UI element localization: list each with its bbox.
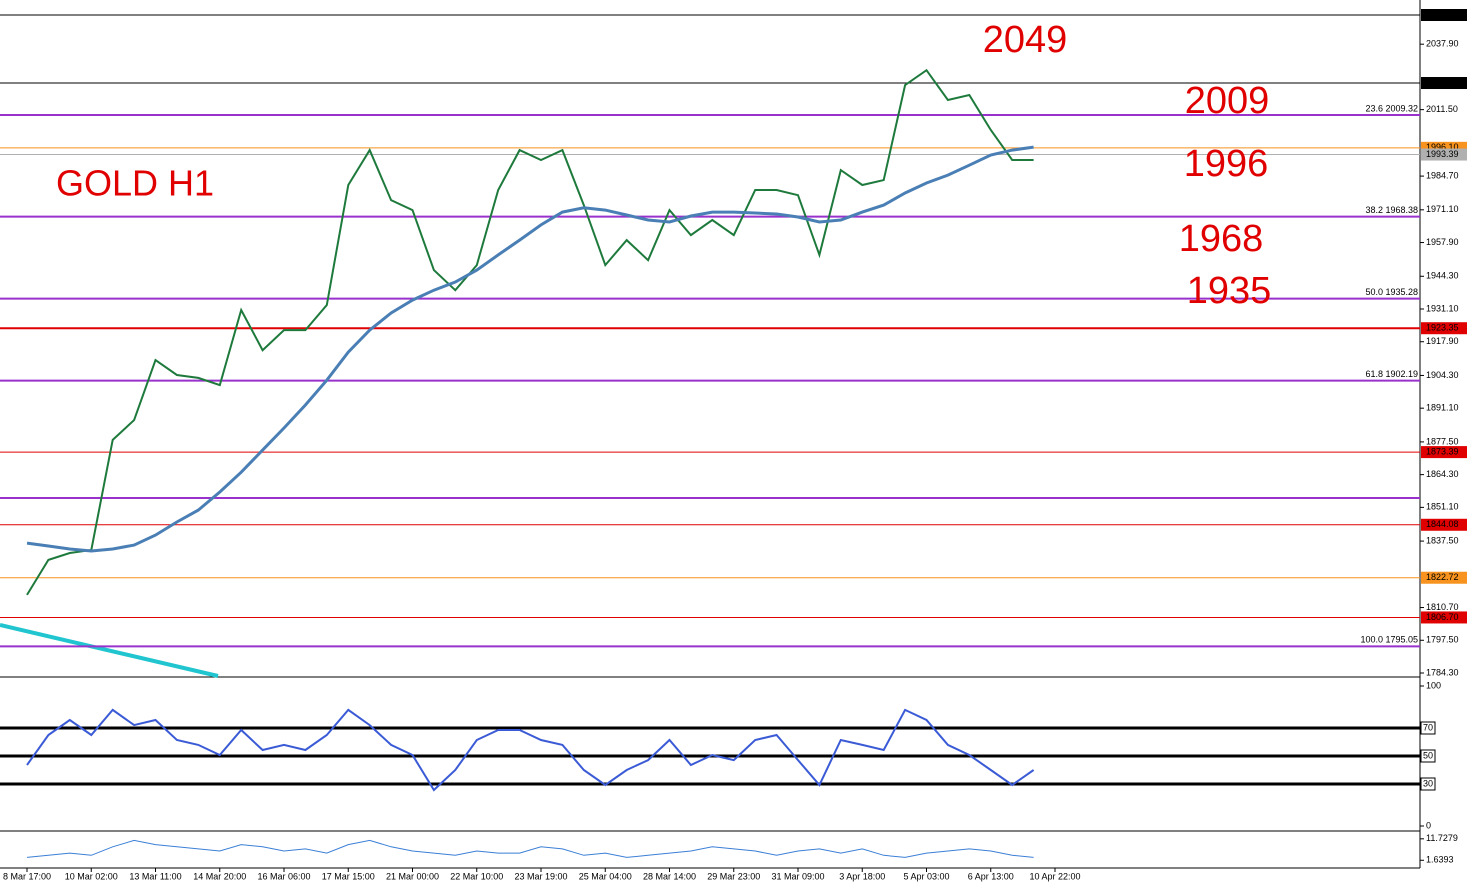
y-tick-label: 1877.50 [1426, 436, 1459, 446]
fib-level: 50.0 [1365, 287, 1383, 297]
level-label: 30 [1423, 778, 1433, 788]
fib-level: 61.8 [1365, 369, 1383, 379]
series-line [26, 708, 1035, 792]
fib-level: 38.2 [1365, 205, 1383, 215]
x-tick-label: 29 Mar 23:00 [707, 871, 760, 881]
y-tick-label: 1971.10 [1426, 204, 1459, 214]
y-tick-label: 1917.90 [1426, 336, 1459, 346]
annotation: 1968 [1179, 218, 1264, 260]
fib-price: 1795.05 [1385, 635, 1418, 645]
price-label: 1822.72 [1426, 572, 1459, 582]
y-tick-label: 100 [1426, 680, 1441, 690]
chart-title: GOLD H1 [56, 163, 214, 204]
price-box [1421, 9, 1467, 21]
price-box [1421, 77, 1467, 90]
series-line [26, 839, 1034, 858]
level-label: 50 [1423, 750, 1433, 760]
y-tick-label: 1837.50 [1426, 535, 1459, 545]
price-box [1421, 518, 1467, 531]
series-line [26, 68, 1034, 596]
x-tick-label: 31 Mar 09:00 [771, 871, 824, 881]
x-tick-label: 14 Mar 20:00 [193, 871, 246, 881]
trend-line [0, 623, 219, 678]
price-box [1421, 148, 1467, 161]
x-tick-label: 16 Mar 06:00 [257, 871, 310, 881]
level-box [1420, 721, 1436, 735]
x-tick-label: 3 Apr 18:00 [839, 871, 885, 881]
x-tick-label: 21 Mar 00:00 [386, 871, 439, 881]
x-tick-label: 10 Mar 02:00 [65, 871, 118, 881]
fib-level: 100.0 [1360, 635, 1383, 645]
y-tick-label: 1851.10 [1426, 502, 1459, 512]
y-tick-label: 1931.10 [1426, 303, 1459, 313]
y-tick-label: 2011.50 [1426, 104, 1458, 114]
level-box [1420, 777, 1436, 791]
fib-price: 1902.19 [1385, 369, 1418, 379]
y-tick-label: 0 [1426, 820, 1431, 830]
fib-price: 2009.32 [1385, 103, 1418, 113]
y-tick-label: 1784.30 [1426, 667, 1459, 677]
annotation: 1996 [1184, 143, 1269, 185]
level-label: 70 [1423, 722, 1433, 732]
y-tick-label: 1810.70 [1426, 602, 1459, 612]
x-tick-label: 5 Apr 03:00 [903, 871, 949, 881]
annotation: 2049 [983, 19, 1068, 61]
x-tick-label: 13 Mar 11:00 [129, 871, 181, 881]
y-tick-label: 1864.30 [1426, 469, 1459, 479]
y-tick-label: 1891.10 [1426, 403, 1459, 413]
annotation: 2009 [1185, 80, 1270, 122]
price-box [1421, 571, 1467, 584]
annotation: 1935 [1187, 270, 1272, 312]
y-tick-label: 1797.50 [1426, 635, 1459, 645]
price-label: 2022.24 [1426, 77, 1459, 87]
price-label: 1806.70 [1426, 612, 1459, 622]
y-tick-label: 11.7279 [1426, 833, 1458, 843]
price-label: 2049.67 [1426, 9, 1459, 19]
fib-price: 1968.38 [1385, 205, 1418, 215]
price-box [1421, 322, 1467, 335]
y-tick-label: 1.6393 [1426, 855, 1454, 865]
x-tick-label: 25 Mar 04:00 [579, 871, 632, 881]
price-box [1421, 446, 1467, 459]
fib-level: 23.6 [1365, 103, 1383, 113]
level-box [1420, 749, 1436, 763]
x-tick-label: 17 Mar 15:00 [322, 871, 375, 881]
x-tick-label: 22 Mar 10:00 [450, 871, 503, 881]
x-tick-label: 28 Mar 14:00 [643, 871, 696, 881]
price-label: 1996.10 [1426, 142, 1459, 152]
x-tick-label: 10 Apr 22:00 [1029, 871, 1080, 881]
y-tick-label: 1944.30 [1426, 271, 1459, 281]
price-label: 1923.35 [1426, 323, 1459, 333]
price-label: 1844.08 [1426, 519, 1459, 529]
x-tick-label: 23 Mar 19:00 [514, 871, 567, 881]
price-label: 1873.39 [1426, 446, 1459, 456]
y-tick-label: 1904.30 [1426, 370, 1459, 380]
y-tick-label: 1957.90 [1426, 237, 1459, 247]
x-tick-label: 6 Apr 13:00 [968, 871, 1014, 881]
y-tick-label: 2037.90 [1426, 39, 1459, 49]
price-box [1421, 611, 1467, 624]
price-label: 1993.39 [1426, 149, 1459, 159]
series-line [26, 145, 1034, 553]
fib-price: 1935.28 [1385, 287, 1418, 297]
y-tick-label: 1984.70 [1426, 170, 1459, 180]
x-tick-label: 8 Mar 17:00 [3, 871, 51, 881]
